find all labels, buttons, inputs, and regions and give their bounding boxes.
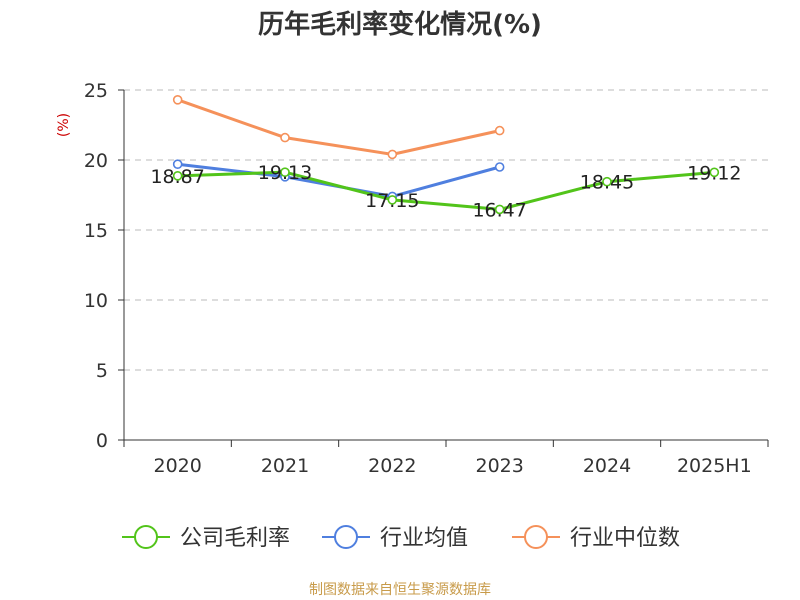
series-line xyxy=(177,162,501,198)
y-tick-label: 0 xyxy=(96,430,108,452)
data-point[interactable] xyxy=(709,167,720,178)
data-point[interactable] xyxy=(387,149,398,160)
series-line xyxy=(177,98,500,156)
data-point[interactable] xyxy=(494,162,505,172)
legend-label: 行业均值 xyxy=(380,526,468,551)
y-tick-label: 20 xyxy=(84,150,108,172)
gridlines xyxy=(124,89,768,371)
y-tick-label: 5 xyxy=(96,360,108,382)
series-2 xyxy=(172,159,505,202)
y-axis-unit-label: (%) xyxy=(56,113,72,137)
legend-label: 行业中位数 xyxy=(570,526,680,551)
data-label: 19.12 xyxy=(687,162,741,184)
y-tick-label: 25 xyxy=(84,80,108,102)
data-point[interactable] xyxy=(602,176,612,187)
x-tick-label: 2021 xyxy=(261,455,309,477)
chart-title: 历年毛利率变化情况(%) xyxy=(258,9,542,40)
x-tick-label: 2025H1 xyxy=(677,455,752,477)
x-tick-label: 2020 xyxy=(153,455,201,477)
data-point[interactable] xyxy=(280,167,290,177)
legend[interactable]: 公司毛利率 行业均值 行业中位数 xyxy=(122,525,680,551)
data-labels: 18.87 19.13 17.15 16.47 18.45 19.12 xyxy=(150,162,741,221)
data-label: 18.45 xyxy=(580,172,634,194)
y-tick-label: 15 xyxy=(84,220,108,242)
x-tick-label: 2022 xyxy=(368,455,416,477)
series-line xyxy=(177,170,715,211)
legend-marker-icon xyxy=(134,525,158,549)
data-point[interactable] xyxy=(494,204,505,215)
data-point[interactable] xyxy=(172,159,183,169)
data-point[interactable] xyxy=(172,171,183,181)
data-point[interactable] xyxy=(172,95,183,105)
legend-label: 公司毛利率 xyxy=(180,526,290,551)
data-point[interactable] xyxy=(494,125,505,136)
series-1 xyxy=(172,167,720,215)
series-lines xyxy=(172,95,720,215)
x-tick-label: 2024 xyxy=(583,455,631,477)
legend-item[interactable]: 行业均值 xyxy=(322,525,468,551)
y-tick-label: 10 xyxy=(84,290,108,312)
legend-item[interactable]: 行业中位数 xyxy=(512,525,680,551)
legend-marker-icon xyxy=(334,525,358,549)
data-label: 16.47 xyxy=(472,199,526,221)
data-label: 17.15 xyxy=(365,190,419,212)
data-point[interactable] xyxy=(387,195,398,205)
data-label: 18.87 xyxy=(150,166,204,188)
legend-item[interactable]: 公司毛利率 xyxy=(122,525,290,551)
series-3 xyxy=(172,95,505,160)
x-tick-label: 2023 xyxy=(475,455,523,477)
source-note: 制图数据来自恒生聚源数据库 xyxy=(309,582,491,598)
data-point[interactable] xyxy=(280,132,290,143)
data-label: 19.13 xyxy=(258,162,312,184)
axes: 0 5 10 15 20 25 2020 2021 2022 2023 2024 2025H1 xyxy=(84,80,769,477)
legend-marker-icon xyxy=(524,525,548,549)
